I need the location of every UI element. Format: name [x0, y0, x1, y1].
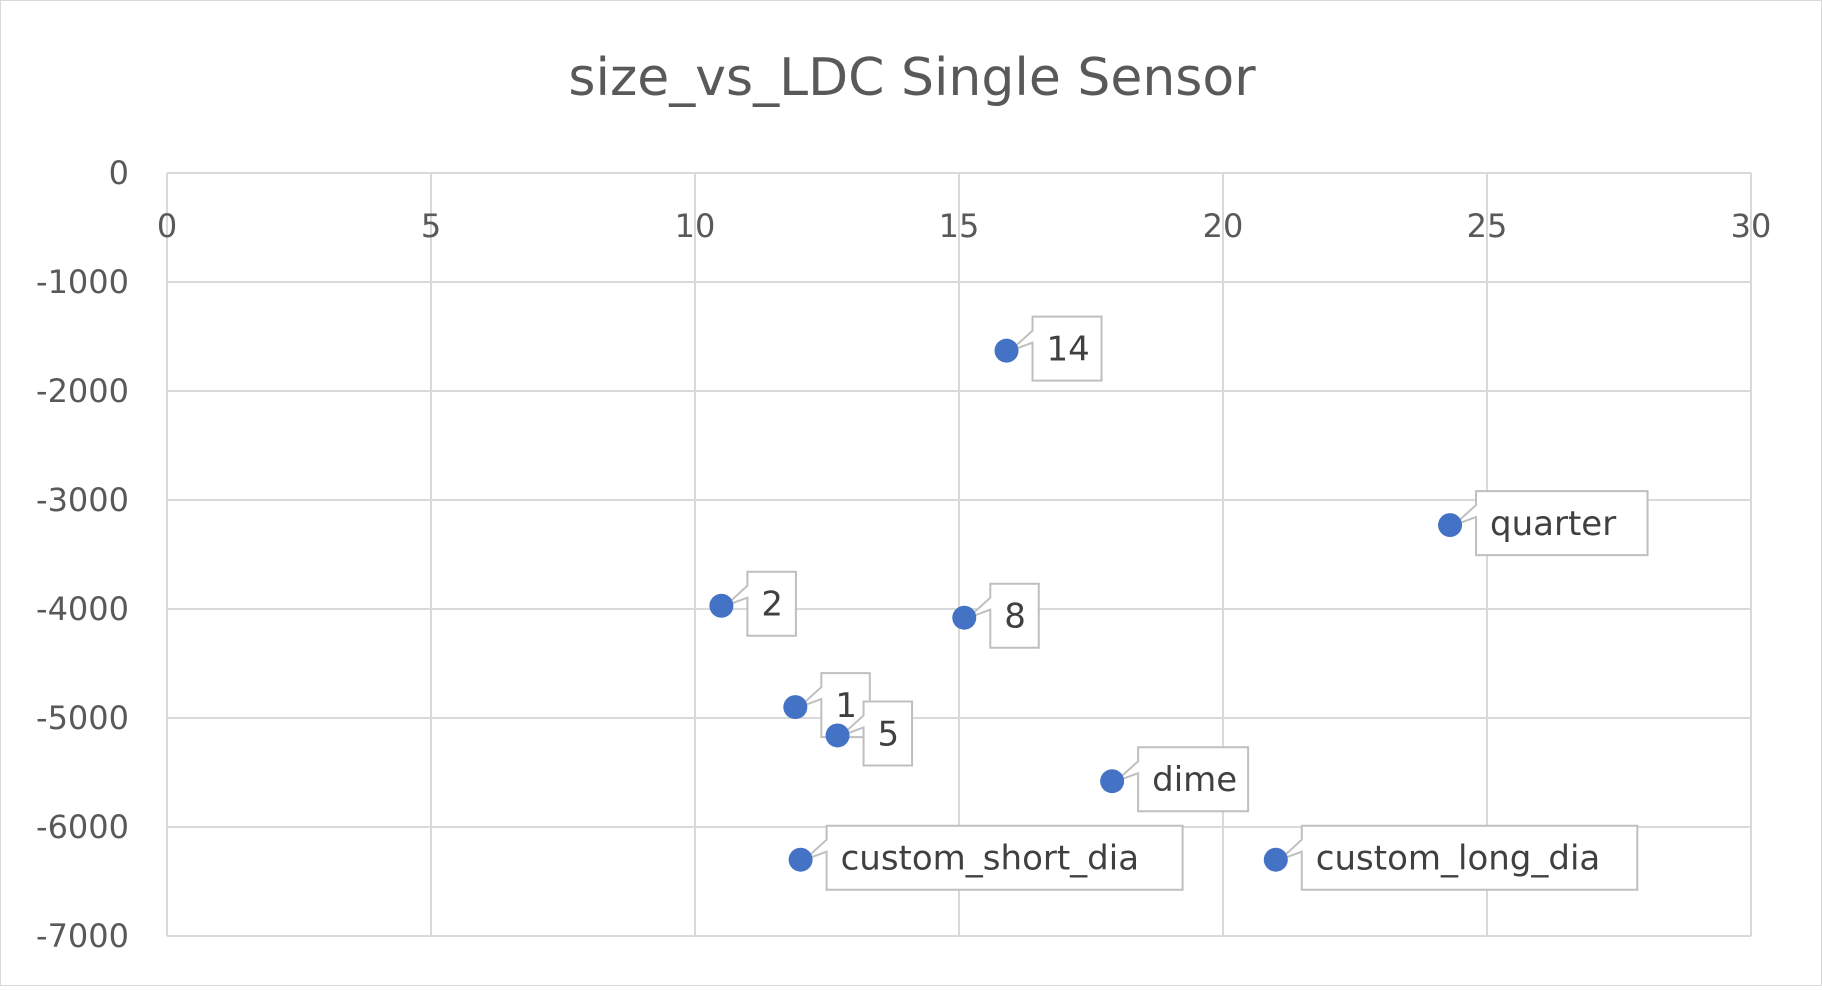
data-point: [1100, 769, 1125, 794]
data-label-text: 5: [878, 714, 900, 754]
data-label-box: [724, 570, 797, 637]
data-label-box: [1009, 315, 1103, 382]
y-tick-label: -6000: [36, 808, 129, 846]
data-label-text: 2: [761, 585, 783, 625]
data-label: 2: [724, 570, 797, 637]
y-tick-labels: 0 -1000 -2000 -3000 -4000 -5000 -6000 -7000: [36, 154, 129, 955]
y-tick-label: -2000: [36, 372, 129, 410]
x-tick-label: 5: [421, 207, 441, 245]
data-label-text: quarter: [1490, 504, 1616, 544]
data-label-box: [840, 700, 914, 767]
data-label-box: [803, 824, 1184, 891]
data-label-text: custom_short_dia: [841, 839, 1139, 879]
y-tick-label: -1000: [36, 263, 129, 301]
data-label-text: 8: [1004, 597, 1026, 637]
x-tick-label: 20: [1203, 207, 1244, 245]
y-tick-label: -4000: [36, 590, 129, 628]
data-label: 14: [1009, 315, 1103, 382]
data-label: 8: [967, 582, 1040, 649]
data-label: quarter: [1453, 490, 1649, 557]
data-point: [994, 338, 1019, 363]
data-label-text: custom_long_dia: [1316, 839, 1600, 879]
x-tick-label: 15: [939, 207, 980, 245]
data-label: dime: [1115, 746, 1250, 813]
data-label-text: 1: [835, 686, 857, 726]
y-tick-label: -3000: [36, 481, 129, 519]
data-label: 1: [798, 672, 871, 739]
y-tick-label: 0: [109, 154, 129, 192]
y-tick-label: -5000: [36, 699, 129, 737]
data-point: [709, 593, 734, 618]
data-label: 5: [840, 700, 914, 767]
x-tick-label: 25: [1467, 207, 1508, 245]
chart-title: size_vs_LDC Single Sensor: [568, 48, 1256, 108]
data-point: [788, 847, 813, 872]
y-tick-label: -7000: [36, 917, 129, 955]
data-label-box: [798, 672, 871, 739]
data-labels: 14 quarter 2 8 15 dime custom_short_dia custom_…: [724, 315, 1649, 891]
data-label-text: 14: [1047, 330, 1090, 370]
data-label-box: [967, 582, 1040, 649]
data-point: [783, 695, 808, 720]
x-tick-label: 10: [675, 207, 716, 245]
data-point: [952, 605, 977, 630]
data-point: [1438, 513, 1463, 538]
data-label-box: [1279, 824, 1639, 891]
data-label: custom_short_dia: [803, 824, 1184, 891]
data-point: [1263, 847, 1288, 872]
x-tick-label: 30: [1731, 207, 1772, 245]
data-points: [709, 338, 1463, 872]
data-label-box: [1453, 490, 1649, 557]
x-tick-label: 0: [157, 207, 177, 245]
data-label-box: [1115, 746, 1250, 813]
data-label: custom_long_dia: [1279, 824, 1639, 891]
x-tick-labels: 0 5 10 15 20 25 30: [157, 207, 1772, 245]
data-label-text: dime: [1152, 760, 1237, 800]
data-point: [825, 723, 850, 748]
